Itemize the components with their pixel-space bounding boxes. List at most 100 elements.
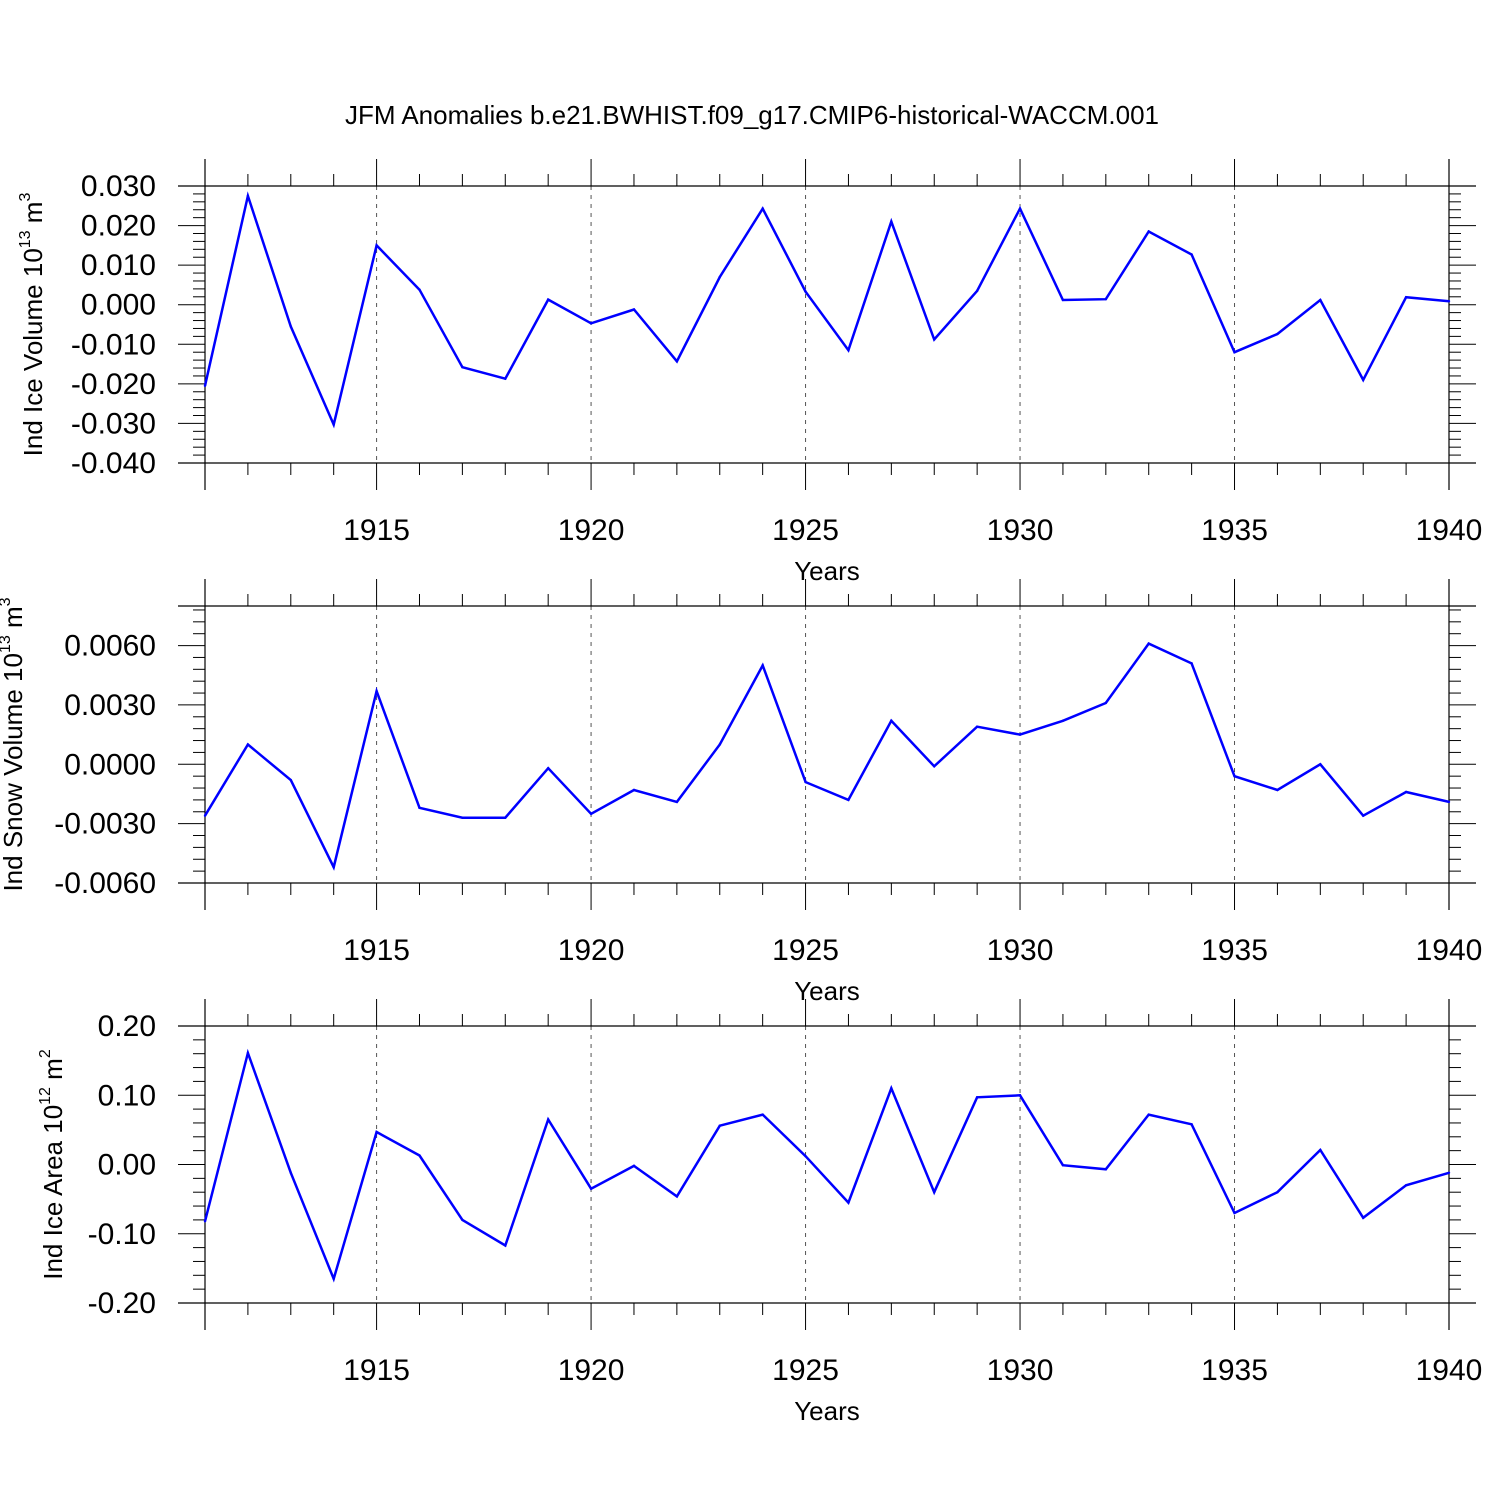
data-point — [718, 743, 721, 746]
y-tick-label: -0.010 — [71, 328, 156, 361]
data-point — [1404, 790, 1408, 794]
data-point — [375, 1130, 378, 1134]
data-point — [375, 689, 378, 693]
data-point — [933, 338, 936, 341]
data-point — [1018, 1094, 1022, 1097]
y-axis-label-unit-exponent: 3 — [17, 193, 34, 202]
data-point — [1061, 298, 1065, 302]
data-point — [675, 800, 679, 804]
y-axis-label-unit: m — [0, 606, 28, 635]
data-point — [761, 1113, 764, 1116]
data-point — [461, 1218, 464, 1222]
data-point — [975, 725, 979, 728]
data-point — [332, 1277, 335, 1280]
y-axis-label-exponent: 13 — [17, 230, 34, 248]
data-point — [1447, 299, 1451, 303]
x-tick-label: 1915 — [343, 514, 410, 547]
data-point — [1190, 253, 1193, 256]
y-axis-label-exponent: 12 — [37, 1087, 54, 1105]
x-tick-label: 1935 — [1201, 514, 1268, 547]
x-axis-label: Years — [794, 556, 860, 586]
x-tick-label: 1915 — [343, 1354, 410, 1387]
data-point — [718, 1124, 721, 1127]
data-point — [718, 275, 721, 279]
data-point — [1233, 1211, 1236, 1215]
data-point — [1233, 351, 1236, 354]
y-axis-label: Ind Ice Area 1012 m2 — [37, 1049, 68, 1280]
y-tick-label: 0.0060 — [64, 630, 156, 663]
data-point — [1276, 332, 1279, 336]
data-point — [546, 767, 550, 770]
data-point — [504, 1244, 507, 1247]
y-tick-label: -0.0060 — [54, 867, 156, 900]
y-axis-label-unit-exponent: 2 — [37, 1049, 54, 1058]
x-tick-label: 1940 — [1416, 514, 1483, 547]
data-point — [546, 1118, 550, 1121]
data-point — [1362, 814, 1365, 817]
x-tick-label: 1930 — [987, 934, 1054, 967]
series-line — [203, 1048, 1450, 1283]
data-point — [332, 865, 335, 869]
x-tick-label: 1920 — [558, 514, 625, 547]
data-point — [804, 780, 807, 784]
y-tick-label: 0.010 — [81, 249, 156, 282]
data-point — [1018, 207, 1022, 210]
y-axis-label-unit-exponent: 3 — [0, 597, 14, 606]
data-point — [504, 816, 507, 819]
data-point — [890, 220, 893, 223]
chart-title: JFM Anomalies b.e21.BWHIST.f09_g17.CMIP6… — [345, 100, 1159, 130]
data-point — [804, 290, 807, 293]
data-point — [418, 1154, 421, 1157]
y-axis-label: Ind Snow Volume 1013 m3 — [0, 597, 28, 891]
y-tick-label: 0.20 — [98, 1010, 156, 1043]
y-axis-label-text: Ind Snow Volume 10 — [0, 653, 28, 892]
data-point — [546, 298, 550, 301]
data-point — [203, 1220, 207, 1223]
x-tick-label: 1935 — [1201, 1354, 1268, 1387]
data-point — [632, 788, 636, 792]
y-tick-label: -0.10 — [88, 1218, 156, 1251]
data-point — [504, 377, 507, 380]
panel-3: -0.20 -0.10 0.00 0.10 0.20 1915 1920 1925 1930 19… — [37, 999, 1482, 1426]
data-point — [589, 1187, 593, 1190]
x-tick-label: 1925 — [772, 514, 839, 547]
data-point — [847, 798, 850, 802]
data-point — [461, 366, 464, 369]
data-point — [589, 812, 593, 815]
x-tick-label: 1920 — [558, 1354, 625, 1387]
x-axis-label: Years — [794, 1396, 860, 1426]
data-point — [1276, 1191, 1279, 1194]
data-point — [332, 423, 335, 426]
data-point — [890, 719, 893, 722]
data-point — [418, 288, 421, 291]
data-point — [1233, 774, 1236, 778]
data-point — [632, 308, 636, 311]
data-point — [203, 384, 207, 388]
data-point — [1276, 788, 1279, 792]
data-point — [1362, 1216, 1365, 1220]
data-point — [933, 1191, 936, 1194]
y-tick-label: -0.030 — [71, 407, 156, 440]
data-point — [289, 778, 292, 782]
y-axis-label: Ind Ice Volume 1013 m3 — [17, 193, 48, 457]
y-tick-label: -0.020 — [71, 368, 156, 401]
x-tick-label: 1940 — [1416, 1354, 1483, 1387]
data-point — [246, 743, 250, 746]
panel-1: -0.040 -0.030 -0.020 -0.010 0.000 0.010 0.020 0… — [17, 159, 1482, 586]
y-axis-label-text: Ind Ice Area 10 — [38, 1105, 68, 1280]
data-point — [1404, 295, 1408, 299]
x-tick-label: 1930 — [987, 514, 1054, 547]
x-tick-label: 1925 — [772, 1354, 839, 1387]
y-axis-label-unit: m — [38, 1058, 68, 1087]
data-point — [632, 1164, 636, 1168]
data-point — [375, 244, 378, 247]
x-tick-label: 1925 — [772, 934, 839, 967]
data-point — [1147, 642, 1150, 645]
data-point — [975, 289, 979, 293]
x-tick-label: 1930 — [987, 1354, 1054, 1387]
data-point — [1104, 1168, 1108, 1171]
y-tick-label: 0.10 — [98, 1079, 156, 1112]
y-tick-label: 0.000 — [81, 289, 156, 322]
data-point — [289, 1171, 292, 1175]
data-point — [1404, 1184, 1408, 1187]
